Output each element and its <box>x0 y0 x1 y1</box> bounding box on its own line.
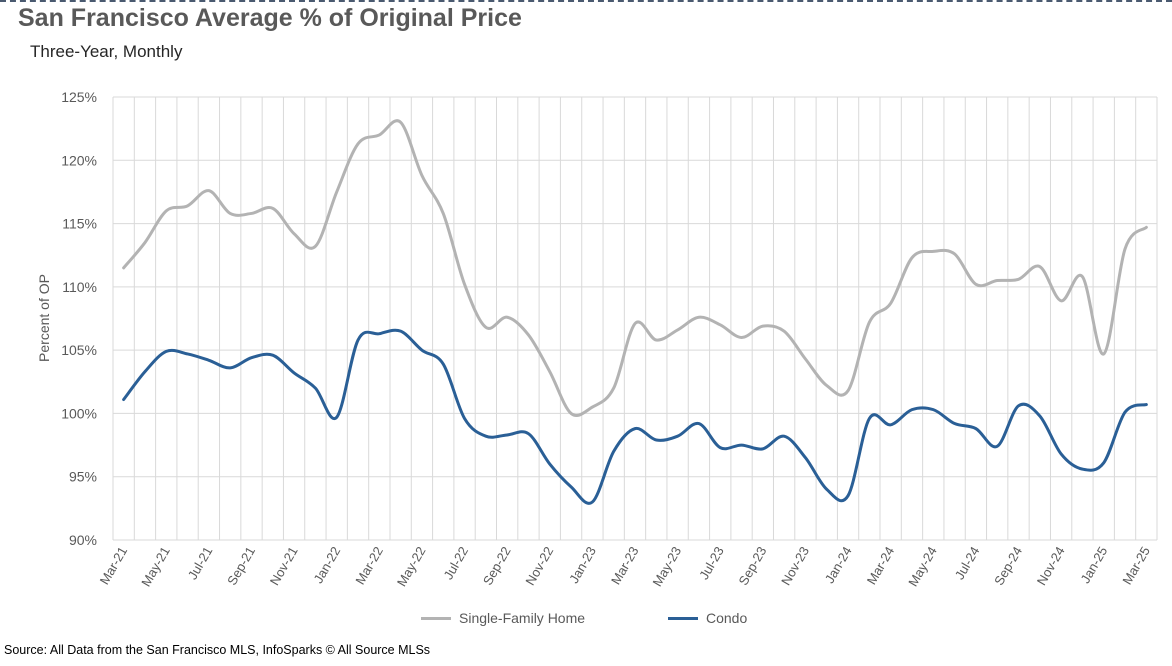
legend-item-sfh: Single-Family Home <box>421 610 585 626</box>
x-tick-label: Mar-22 <box>352 544 386 587</box>
x-axis-ticks: Mar-21 May-21 Jul-21 Sep-21 Nov-21 Jan-22 Mar-… <box>97 544 1153 589</box>
x-tick-label: Nov-23 <box>778 544 812 588</box>
x-tick-label: Jan-23 <box>566 544 599 586</box>
legend-swatch-condo <box>668 616 698 620</box>
chart-subtitle: Three-Year, Monthly <box>30 42 183 61</box>
y-tick-label: 105% <box>61 342 97 358</box>
legend: Single-Family Home Condo <box>0 610 1172 632</box>
x-tick-label: Nov-24 <box>1034 544 1068 588</box>
series-line-sfh <box>122 119 1148 418</box>
legend-item-condo: Condo <box>668 610 747 626</box>
line-chart: 90%95%100%105%110%115%120%125% Mar-21 May… <box>36 89 1158 589</box>
y-tick-label: 115% <box>62 216 97 232</box>
x-tick-label: Sep-24 <box>991 544 1025 588</box>
legend-label-sfh: Single-Family Home <box>459 610 586 626</box>
gridlines <box>112 96 1158 541</box>
x-tick-label: Sep-21 <box>224 544 258 588</box>
x-tick-label: Mar-25 <box>1119 544 1153 587</box>
y-axis-ticks: 90% 95% 100% 105% 110% 115% 120% 125% <box>61 89 97 548</box>
x-tick-label: May-21 <box>138 544 173 589</box>
x-tick-label: Nov-22 <box>522 544 556 588</box>
source-note: Source: All Data from the San Francisco … <box>4 643 431 657</box>
y-axis-label: Percent of OP <box>36 274 52 362</box>
x-tick-label: Mar-23 <box>608 544 642 587</box>
x-tick-label: Jan-24 <box>822 544 855 586</box>
x-tick-label: Mar-21 <box>97 544 131 587</box>
y-tick-label: 110% <box>62 279 97 295</box>
x-tick-label: Nov-21 <box>267 544 301 588</box>
x-tick-label: Jul-23 <box>696 544 727 582</box>
y-tick-label: 95% <box>69 469 97 485</box>
y-tick-label: 90% <box>69 532 97 548</box>
series-lines <box>122 119 1148 505</box>
x-tick-label: Jul-24 <box>952 544 983 582</box>
x-tick-label: Jul-22 <box>440 544 471 582</box>
x-tick-label: Mar-24 <box>864 544 898 587</box>
x-tick-label: May-22 <box>394 544 429 589</box>
series-line-condo <box>122 328 1148 505</box>
legend-label-condo: Condo <box>706 610 748 626</box>
y-tick-label: 100% <box>61 405 97 421</box>
x-tick-label: May-24 <box>905 544 940 589</box>
x-tick-label: May-23 <box>650 544 685 589</box>
x-tick-label: Jul-21 <box>185 544 216 582</box>
legend-swatch-sfh <box>421 616 451 620</box>
x-tick-label: Jan-22 <box>310 544 343 586</box>
x-tick-label: Sep-23 <box>735 544 769 588</box>
x-tick-label: Sep-22 <box>480 544 514 588</box>
y-tick-label: 120% <box>61 152 97 168</box>
y-tick-label: 125% <box>61 89 97 105</box>
chart-title: San Francisco Average % of Original Pric… <box>18 4 522 32</box>
x-tick-label: Jan-25 <box>1077 544 1110 586</box>
top-dashed-border <box>0 0 1172 2</box>
